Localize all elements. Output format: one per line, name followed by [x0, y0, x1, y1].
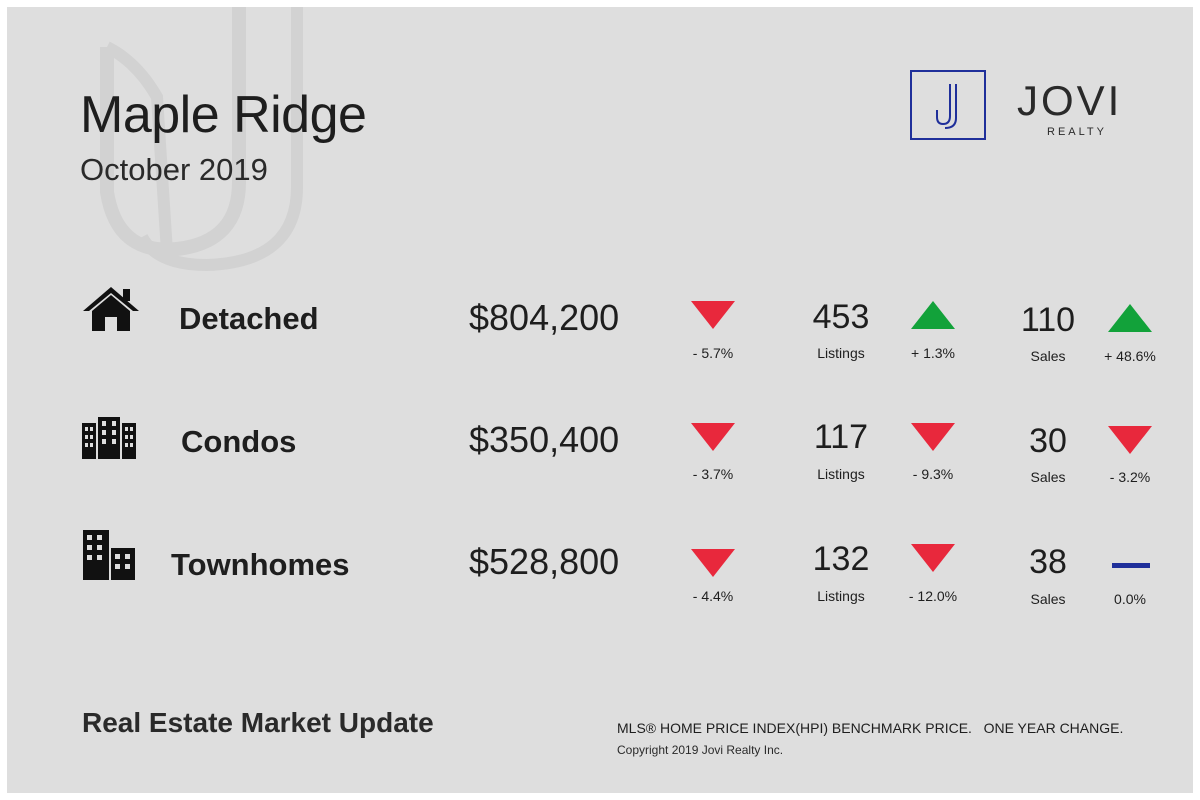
benchmark-price: $350,400 — [469, 419, 620, 460]
sales-flat-dash-icon — [1112, 563, 1150, 568]
logo-tagline: REALTY — [1047, 126, 1107, 138]
sales-count: 30 — [1029, 422, 1067, 460]
townhome-building-icon — [83, 530, 135, 580]
property-type-label: Condos — [181, 424, 297, 459]
listings-label: Listings — [817, 345, 865, 361]
price-down-arrow-icon — [691, 549, 735, 577]
listings-down-arrow-icon — [911, 423, 955, 451]
j-watermark-icon — [100, 7, 303, 272]
listings-count: 117 — [813, 418, 869, 456]
sales-label: Sales — [1030, 591, 1066, 607]
listings-label: Listings — [817, 466, 865, 482]
listings-count: 132 — [812, 540, 870, 578]
listings-change: - 12.0% — [908, 588, 958, 604]
listings-change: - 9.3% — [912, 466, 954, 482]
benchmark-price: $804,200 — [469, 297, 620, 338]
footer-note: MLS® HOME PRICE INDEX(HPI) BENCHMARK PRI… — [617, 720, 1124, 736]
logo-name: JOVI — [1017, 77, 1123, 124]
price-change: - 4.4% — [692, 588, 734, 604]
sales-change: + 48.6% — [1104, 348, 1156, 364]
footer-title: Real Estate Market Update — [82, 707, 434, 738]
sales-count: 110 — [1020, 301, 1076, 339]
benchmark-price: $528,800 — [469, 541, 620, 582]
j-letter-icon — [936, 84, 957, 129]
logo-mark — [910, 70, 986, 140]
sales-up-arrow-icon — [1108, 304, 1152, 332]
property-type-label: Detached — [179, 301, 319, 336]
sales-change: 0.0% — [1114, 591, 1146, 607]
listings-change: + 1.3% — [911, 345, 955, 361]
sales-down-arrow-icon — [1108, 426, 1152, 454]
listings-label: Listings — [817, 588, 865, 604]
house-icon — [83, 287, 139, 331]
page-title: Maple Ridge — [80, 86, 367, 144]
listings-count: 453 — [812, 298, 870, 336]
price-change: - 3.7% — [692, 466, 734, 482]
footer-copyright: Copyright 2019 Jovi Realty Inc. — [617, 743, 784, 757]
sales-count: 38 — [1029, 543, 1067, 581]
sales-label: Sales — [1030, 469, 1066, 485]
condo-building-icon — [82, 417, 136, 459]
price-down-arrow-icon — [691, 301, 735, 329]
price-down-arrow-icon — [691, 423, 735, 451]
property-type-label: Townhomes — [171, 547, 350, 582]
sales-label: Sales — [1030, 348, 1066, 364]
page-subtitle: October 2019 — [80, 152, 268, 187]
listings-up-arrow-icon — [911, 301, 955, 329]
price-change: - 5.7% — [692, 345, 734, 361]
listings-down-arrow-icon — [911, 544, 955, 572]
sales-change: - 3.2% — [1109, 469, 1151, 485]
market-update-card: Maple Ridge October 2019 JOVI REALTY Det… — [7, 7, 1193, 793]
